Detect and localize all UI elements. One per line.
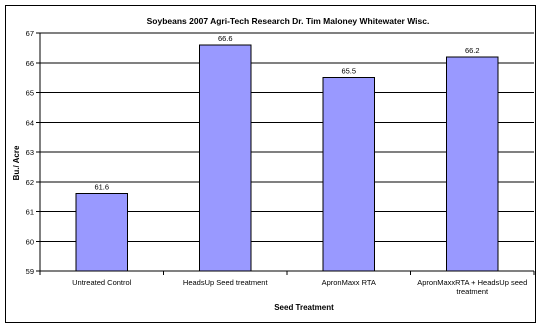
x-axis-ticks: Untreated Control HeadsUp Seed treatment A… [39, 271, 535, 296]
y-axis-ticks: 59 60 61 62 63 64 65 66 67 [26, 29, 40, 276]
axes [39, 33, 534, 272]
data-label: 65.5 [341, 67, 356, 76]
data-label: 66.6 [218, 34, 233, 43]
y-tick-label: 63 [26, 148, 34, 157]
y-axis-label: Bu./ Acre [12, 145, 21, 180]
bar [446, 56, 499, 272]
x-axis-label: Seed Treatment [274, 303, 334, 312]
y-tick-label: 66 [26, 59, 34, 68]
y-tick-label: 59 [26, 267, 34, 276]
chart-title: Soybeans 2007 Agri-Tech Research Dr. Tim… [147, 16, 430, 26]
y-tick-label: 64 [26, 118, 34, 127]
y-tick-label: 65 [26, 89, 34, 98]
bars [75, 44, 499, 272]
data-label: 66.2 [465, 46, 480, 55]
x-tick-label: HeadsUp Seed treatment [183, 278, 269, 287]
bar [199, 44, 252, 272]
bar [75, 193, 128, 272]
bar [322, 77, 375, 272]
y-tick-label: 62 [26, 178, 34, 187]
x-tick-label: ApronMaxxRTA + HeadsUp seed treatment [417, 278, 527, 296]
x-tick-label: ApronMaxx RTA [322, 278, 376, 287]
y-tick-label: 67 [26, 29, 34, 38]
y-tick-label: 61 [26, 208, 34, 217]
x-tick-label: Untreated Control [72, 278, 132, 287]
data-label: 61.6 [94, 183, 109, 192]
data-labels: 61.6 66.6 65.5 66.2 [94, 34, 479, 192]
y-tick-label: 60 [26, 237, 34, 246]
